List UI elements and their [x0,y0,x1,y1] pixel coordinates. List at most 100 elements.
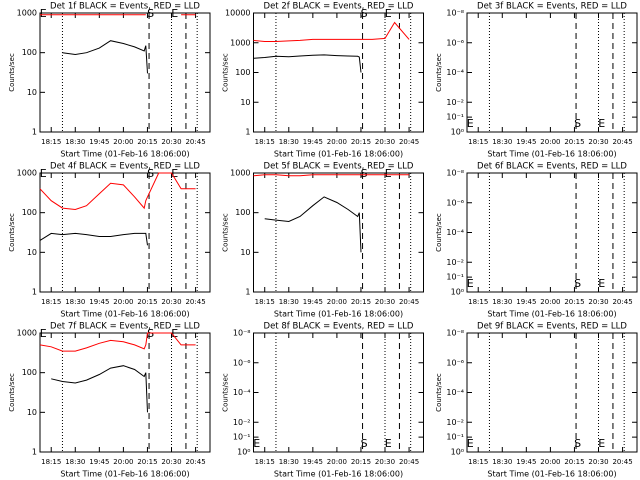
event-label: S [361,7,368,20]
x-tick-label: 18:30 [279,138,299,146]
panel: Det 2f BLACK = Events, RED = LLD Start Ti… [222,2,424,159]
plot-frame [466,332,638,453]
event-label: E [467,437,474,450]
x-tick-label: 18:30 [492,298,512,306]
y-tick-label: 10⁻¹ [446,113,464,122]
y-tick-label: 10 [27,88,37,97]
x-tick-label: 18:15 [41,458,61,466]
event-label: S [361,167,368,180]
x-tick-label: 18:15 [468,298,488,306]
y-tick-label: 10⁰ [451,448,464,457]
y-tick-label: 10⁰ [451,288,464,297]
y-tick-label: 10 [240,248,250,257]
x-tick-label: 20:00 [327,298,347,306]
y-axis-label: Counts/sec [222,213,230,252]
plot-frame [39,12,211,133]
x-tick-label: 20:30 [588,458,608,466]
x-tick-label: 20:00 [540,138,560,146]
x-axis-label: Start Time (01-Feb-16 18:06:00) [274,470,403,479]
plot-frame [39,172,211,293]
y-tick-label: 10⁻¹ [446,273,464,282]
y-tick-label: 10⁰ [451,128,464,137]
panel-title: Det 4f BLACK = Events, RED = LLD [50,162,200,172]
x-tick-label: 20:30 [161,138,181,146]
series-line [39,172,196,211]
y-tick-label: 10⁻¹ [233,433,251,442]
x-tick-label: 20:00 [113,458,133,466]
y-tick-label: 10⁻⁴ [233,388,251,397]
x-tick-label: 18:15 [255,298,275,306]
x-tick-label: 20:15 [351,298,371,306]
x-tick-label: 18:30 [65,458,85,466]
series-line [253,21,410,42]
y-tick-label: 10⁻⁴ [446,228,464,237]
x-tick-label: 20:30 [161,458,181,466]
y-tick-label: 10⁻⁸ [446,329,464,338]
event-label: S [147,167,154,180]
panel-title: Det 5f BLACK = Events, RED = LLD [264,162,414,172]
y-tick-label: 10⁻⁸ [446,169,464,178]
event-label: E [253,437,260,450]
panel-title: Det 3f BLACK = Events, RED = LLD [477,2,627,12]
x-tick-label: 18:15 [255,138,275,146]
y-tick-label: 10⁻⁶ [446,198,464,207]
y-tick-label: 1 [32,128,37,137]
x-axis-label: Start Time (01-Feb-16 18:06:00) [274,310,403,319]
x-tick-label: 20:45 [612,458,632,466]
plot-frame [466,12,638,133]
y-axis-label: Counts/sec [8,373,16,412]
y-tick-label: 100 [235,208,250,217]
x-tick-label: 18:15 [468,138,488,146]
event-label: E [171,7,178,20]
event-label: E [40,7,47,20]
x-tick-label: 19:45 [89,458,109,466]
x-tick-label: 20:15 [137,458,157,466]
x-tick-label: 20:00 [113,138,133,146]
x-tick-label: 19:45 [516,138,536,146]
plot-frame [253,12,424,133]
panel: Det 6f BLACK = Events, RED = LLD Start Ti… [435,162,638,319]
panel: Det 1f BLACK = Events, RED = LLD Start Ti… [8,2,211,159]
panel: Det 5f BLACK = Events, RED = LLD Start Ti… [222,162,424,319]
y-axis-label: Counts/sec [222,53,230,92]
plot-frame [39,332,211,453]
event-label: E [385,167,392,180]
x-tick-label: 19:45 [89,298,109,306]
x-tick-label: 20:30 [375,138,395,146]
x-axis-label: Start Time (01-Feb-16 18:06:00) [487,150,616,159]
event-label: E [598,117,605,130]
x-tick-label: 19:45 [516,458,536,466]
y-tick-label: 10 [240,98,250,107]
x-tick-label: 20:00 [540,458,560,466]
panel: Det 3f BLACK = Events, RED = LLD Start Ti… [435,2,638,159]
y-tick-label: 1000 [17,169,37,178]
x-tick-label: 18:30 [65,138,85,146]
y-tick-label: 10⁻⁶ [233,358,251,367]
y-axis-label: Counts/sec [8,213,16,252]
x-tick-label: 20:00 [113,298,133,306]
x-tick-label: 20:30 [588,298,608,306]
y-tick-label: 1 [245,128,250,137]
x-tick-label: 20:45 [612,298,632,306]
x-tick-label: 18:15 [255,458,275,466]
x-tick-label: 18:30 [279,298,299,306]
y-tick-label: 10⁻² [446,258,464,267]
y-axis-label: Counts/sec [435,53,443,92]
panel-title: Det 7f BLACK = Events, RED = LLD [50,322,200,332]
event-label: E [171,327,178,340]
y-tick-label: 10⁻⁴ [446,68,464,77]
x-tick-label: 20:15 [564,298,584,306]
series-line [264,196,362,253]
y-tick-label: 1000 [17,9,37,18]
event-label: E [385,7,392,20]
x-tick-label: 20:45 [185,458,205,466]
y-tick-label: 10⁻⁸ [446,9,464,18]
y-tick-label: 1 [32,448,37,457]
x-tick-label: 18:15 [468,458,488,466]
event-label: E [598,277,605,290]
x-tick-label: 20:30 [375,458,395,466]
event-label: E [40,167,47,180]
panel-title: Det 2f BLACK = Events, RED = LLD [264,2,414,12]
